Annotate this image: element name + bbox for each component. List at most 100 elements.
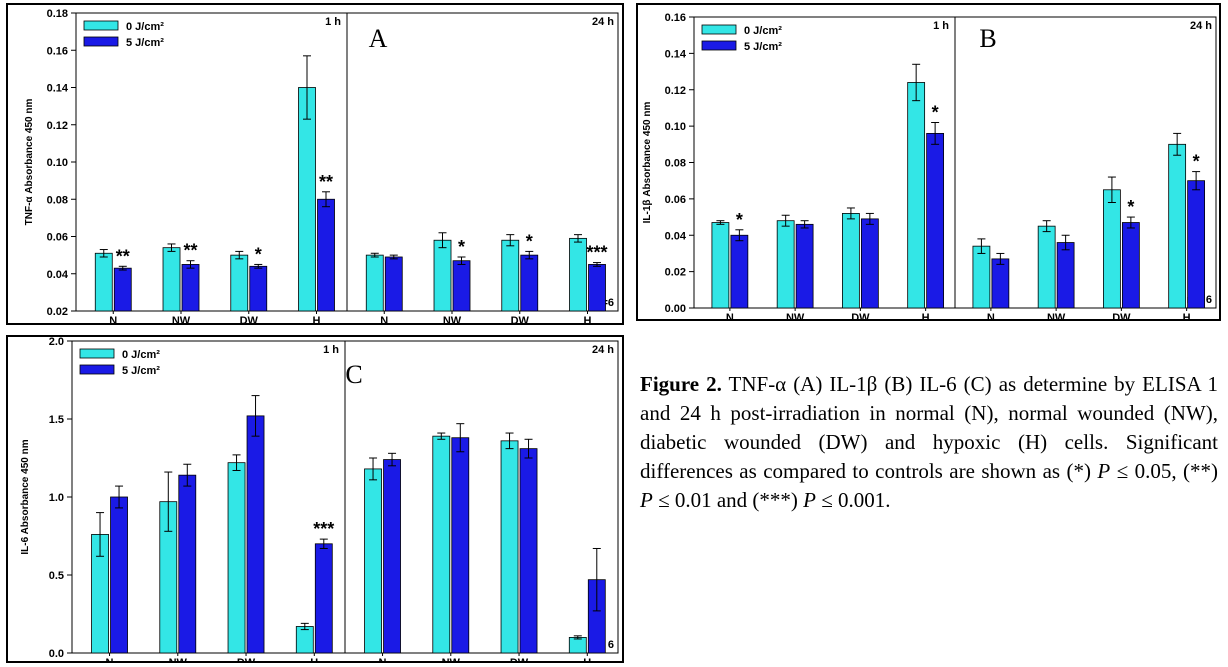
chart-c-ytick-label: 1.5 [49, 414, 64, 426]
chart-b-xtick-label: DW [851, 312, 870, 321]
chart-b-ytick-label: 0.14 [665, 48, 687, 60]
chart-b-svg: 0.00 0.02 0.04 0.06 0.08 0.10 0.12 0.14 0.16 IL-1… [636, 3, 1221, 321]
chart-c-border [6, 335, 624, 663]
chart-b-legend-label-control: 0 J/cm² [744, 25, 782, 37]
chart-a-border [6, 3, 624, 325]
chart-a-ytick-label: 0.14 [47, 83, 69, 95]
chart-b-significance-mark: * [932, 102, 939, 122]
chart-c-ytick-label: 0.0 [49, 648, 64, 660]
chart-a-bar-treated [249, 265, 268, 312]
chart-c-xtick-label: N [106, 657, 114, 663]
chart-b-significance-mark: * [736, 210, 743, 230]
chart-b-bar-control [711, 222, 730, 309]
chart-a-legend-label-control: 0 J/cm² [126, 21, 164, 33]
chart-c-xtick-label: N [379, 657, 387, 663]
chart-b-significance-mark: * [1127, 197, 1134, 217]
chart-c-legend-label-control: 0 J/cm² [122, 349, 160, 361]
chart-b-bar-treated [1121, 222, 1140, 309]
chart-panel-c: 0.0 0.5 1.0 1.5 2.0 IL-6 Absorbance 450 nm 1 h… [6, 335, 624, 663]
chart-a-ytick-label: 0.08 [47, 194, 68, 206]
caption-title: Figure 2. [640, 372, 722, 396]
chart-a-xtick-label: NW [443, 315, 462, 325]
chart-b-ytick-label: 0.12 [665, 85, 686, 97]
chart-a-time-label-24h: 24 h [592, 16, 614, 28]
chart-c-svg: 0.0 0.5 1.0 1.5 2.0 IL-6 Absorbance 450 nm 1 h… [6, 335, 624, 663]
chart-b-time-label-1h: 1 h [933, 20, 949, 32]
chart-c-ytick-label: 1.0 [49, 492, 64, 504]
chart-b-bar-treated [730, 234, 749, 309]
chart-c-bar-control [568, 636, 587, 654]
chart-c-bar-treated [451, 437, 470, 654]
chart-a-significance-mark: *** [587, 243, 608, 263]
chart-b-bar-treated [1056, 242, 1075, 309]
chart-a-significance-mark: * [526, 231, 533, 251]
chart-a-xtick-label: NW [172, 315, 191, 325]
caption-p-symbol-1: P [1097, 459, 1111, 483]
chart-b-ytick-label: 0.08 [665, 158, 686, 170]
chart-a-bar-control [298, 87, 316, 312]
caption-threshold-2: ≤ 0.01 and (***) [658, 488, 798, 512]
chart-c-ylabel: IL-6 Absorbance 450 nm [20, 439, 31, 554]
caption-body: TNF-α (A) IL-1β (B) IL-6 (C) as determin… [640, 372, 1219, 483]
chart-b-bar-control [907, 82, 926, 309]
chart-c-bar-treated [314, 543, 333, 654]
chart-a-ytick-label: 0.04 [47, 269, 69, 281]
chart-c-bar-treated [178, 474, 197, 654]
chart-c-xtick-label: H [583, 657, 591, 663]
chart-c-panel-label: C [345, 360, 362, 389]
chart-b-bar-treated [860, 218, 879, 309]
chart-a-bar-treated [181, 264, 200, 312]
chart-b-legend-swatch-treated [701, 40, 737, 51]
chart-a-ytick-label: 0.10 [47, 157, 68, 169]
chart-b-border [636, 3, 1221, 321]
chart-b-ytick-label: 0.02 [665, 267, 686, 279]
chart-a-ytick-label: 0.06 [47, 232, 68, 244]
chart-a-significance-mark: * [458, 237, 465, 257]
chart-a-significance-mark: ** [116, 246, 130, 266]
chart-b-bar-control [1037, 225, 1056, 309]
chart-b-bar-control [842, 213, 860, 309]
chart-c-ytick-label: 0.5 [49, 570, 64, 582]
chart-c-bar-control [364, 468, 382, 654]
chart-a-ytick-label: 0.02 [47, 306, 68, 318]
chart-c-legend-label-treated: 5 J/cm² [122, 365, 160, 377]
chart-b-legend-label-treated: 5 J/cm² [744, 41, 782, 53]
chart-a-bar-treated [113, 267, 132, 312]
chart-b-panel-label: B [979, 24, 996, 53]
chart-b-ytick-label: 0.10 [665, 121, 686, 133]
chart-b-bar-treated [926, 132, 945, 309]
chart-a-xtick-label: N [109, 315, 117, 325]
chart-b-bar-control [972, 245, 991, 309]
chart-b-significance-mark: * [1193, 152, 1200, 172]
chart-b-bar-control [1168, 143, 1187, 309]
chart-b-ylabel: IL-1β Absorbance 450 nm [642, 102, 653, 224]
chart-c-bar-treated [246, 415, 265, 654]
caption-p-symbol-3: P [803, 488, 816, 512]
chart-c-xtick-label: DW [237, 657, 256, 663]
chart-a-legend-swatch-control [83, 20, 119, 31]
caption-threshold-3: ≤ 0.001. [821, 488, 891, 512]
chart-b-bar-treated [1187, 180, 1206, 309]
figure-caption: Figure 2. TNF-α (A) IL-1β (B) IL-6 (C) a… [640, 370, 1218, 515]
chart-b-bar-treated [795, 223, 814, 309]
chart-a-xtick-label: DW [240, 315, 259, 325]
chart-c-xtick-label: DW [510, 657, 529, 663]
chart-b-bar-treated [991, 258, 1010, 309]
chart-a-significance-mark: * [255, 244, 262, 264]
chart-b-time-label-24h: 24 h [1190, 20, 1212, 32]
chart-c-ytick-label: 2.0 [49, 336, 64, 348]
chart-a-xtick-label: H [313, 315, 321, 325]
chart-b-xtick-label: N [726, 312, 734, 321]
chart-b-xtick-label: H [922, 312, 930, 321]
chart-a-significance-mark: ** [319, 172, 333, 192]
chart-b-xtick-label: NW [1047, 312, 1066, 321]
chart-c-bar-control [432, 435, 451, 654]
chart-a-svg: 0.02 0.04 0.06 0.08 0.10 0.12 0.14 0.16 0.18 TNF-… [6, 3, 624, 325]
chart-a-legend-swatch-treated [83, 36, 119, 47]
chart-b-xtick-label: N [987, 312, 995, 321]
chart-a-bar-control [433, 239, 452, 312]
chart-c-legend-swatch-treated [79, 364, 115, 375]
chart-a-bar-control [162, 247, 181, 312]
chart-b-xtick-label: NW [786, 312, 805, 321]
chart-c-time-label-24h: 24 h [592, 344, 614, 356]
